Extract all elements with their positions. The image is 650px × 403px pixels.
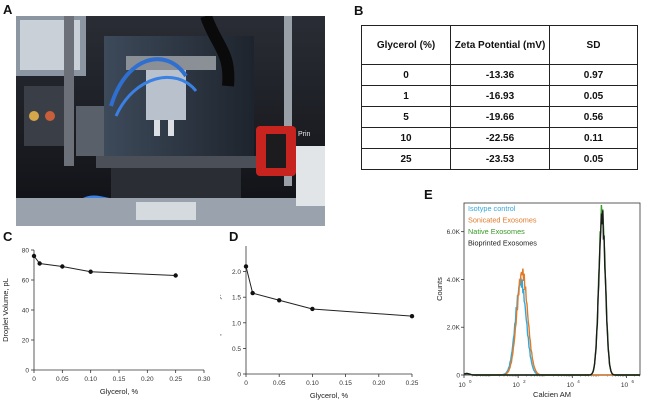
table-header-cell: Zeta Potential (mV): [450, 25, 550, 65]
table-cell: 0.05: [549, 148, 638, 170]
x-tick-label: 10: [513, 382, 521, 389]
x-axis-label: Glycerol, %: [100, 387, 139, 396]
x-tick-label: 10: [567, 382, 575, 389]
table-cell: 0.56: [549, 106, 638, 128]
photo-label-text: Prin: [298, 131, 311, 138]
chart-droplet-velocity: 0 0.5 1.0 1.5 2.0 0 0.05 0.10 0.15 0.20 0.25 Glycer…: [220, 246, 419, 400]
y-axis-label: Counts: [435, 277, 444, 301]
data-point: [409, 313, 415, 319]
data-point: [277, 298, 282, 303]
legend-entry: Bioprinted Exosomes: [468, 239, 537, 248]
zeta-potential-table: Glycerol (%) Zeta Potential (mV) SD 0 -1…: [361, 25, 638, 170]
y-tick-label: 0: [237, 372, 241, 379]
data-point: [60, 264, 65, 269]
legend-entry: Isotype control: [468, 204, 516, 213]
x-axis-label: Calcien AM: [533, 390, 571, 399]
table-cell: 1: [361, 85, 451, 107]
y-tick-label: 6.0K: [447, 229, 461, 236]
table-row: 5 -19.66 0.56: [361, 106, 638, 128]
data-point: [37, 261, 42, 266]
table-cell: -22.56: [450, 127, 550, 149]
y-tick-label: 2.0: [232, 269, 241, 276]
data-point: [310, 306, 315, 312]
y-tick-label: 4.0K: [447, 277, 461, 284]
panel-label-a: A: [3, 2, 13, 17]
table-row: 10 -22.56 0.11: [361, 127, 638, 149]
x-tick-label: 10: [621, 382, 629, 389]
y-tick-label: 0: [456, 373, 460, 380]
panel-label-e: E: [424, 187, 433, 202]
table-row: 1 -16.93 0.05: [361, 85, 638, 107]
y-tick-label: 60: [22, 278, 30, 285]
x-tick-label: 0.25: [169, 376, 182, 383]
x-tick-label: 0.05: [56, 376, 69, 383]
data-point: [31, 253, 37, 259]
legend-entry: Sonicated Exosomes: [468, 216, 537, 225]
series-line: [33, 255, 176, 276]
table-cell: 0.97: [549, 64, 638, 86]
y-tick-label: 1.0: [232, 320, 241, 327]
table-header-cell: SD: [549, 25, 638, 65]
bioprinter-photo-drawing: Prin: [16, 16, 325, 226]
y-axis-label: Droplet Velocity, M/sec: [220, 272, 222, 348]
y-tick-label: 40: [22, 308, 30, 315]
table-cell: -13.36: [450, 64, 550, 86]
x-tick-label: 0.20: [141, 376, 154, 383]
legend-entry: Native Exosomes: [468, 227, 525, 236]
panel-label-c: C: [3, 229, 13, 244]
table-header-row: Glycerol (%) Zeta Potential (mV) SD: [361, 25, 638, 65]
data-point: [88, 269, 93, 274]
x-tick-exponent: 4: [577, 379, 580, 384]
table-cell: 5: [361, 106, 451, 128]
data-point: [173, 273, 178, 278]
table-row: 25 -23.53 0.05: [361, 148, 638, 170]
table-cell: -23.53: [450, 148, 550, 170]
x-tick-label: 0.10: [306, 380, 319, 387]
x-tick-label: 0.10: [84, 376, 97, 383]
table-cell: 0: [361, 64, 451, 86]
y-tick-label: 2.0K: [447, 325, 461, 332]
table-cell: 10: [361, 127, 451, 149]
table-header-cell: Glycerol (%): [361, 25, 451, 65]
chart-droplet-volume: 0 20 40 60 80 0 0.05 0.10 0.15 0.20 0.25 0.30 Glycer…: [1, 248, 211, 397]
bioprinter-photo: Prin: [16, 16, 325, 226]
blue-tubing: [109, 57, 188, 107]
x-tick-label: 0.30: [198, 376, 211, 383]
x-tick-exponent: 0: [469, 379, 472, 384]
table-cell: 0.05: [549, 85, 638, 107]
table-cell: -16.93: [450, 85, 550, 107]
x-tick-label: 0.25: [406, 380, 419, 387]
x-tick-label: 0.20: [372, 380, 385, 387]
table-cell: 25: [361, 148, 451, 170]
histogram-series: [463, 277, 640, 376]
histogram-series: [463, 268, 640, 376]
panel-label-b: B: [354, 3, 364, 18]
y-tick-label: 0: [25, 368, 29, 375]
print-stage: [96, 156, 256, 168]
histogram-series: [463, 210, 640, 376]
y-tick-label: 0.5: [232, 346, 241, 353]
y-tick-label: 80: [22, 248, 30, 255]
series-line: [245, 266, 413, 317]
y-tick-label: 1.5: [232, 295, 241, 302]
x-tick-label: 10: [458, 382, 466, 389]
y-axis-label: Droplet Volume, pL: [1, 278, 10, 342]
x-tick-label: 0: [32, 376, 36, 383]
x-tick-label: 0.15: [113, 376, 126, 383]
data-point: [250, 290, 255, 296]
table-row: 0 -13.36 0.97: [361, 64, 638, 86]
x-tick-label: 0.05: [273, 380, 286, 387]
x-axis-label: Glycerol, %: [310, 391, 349, 400]
x-tick-exponent: 2: [523, 379, 526, 384]
data-point: [243, 264, 249, 269]
exhaust-hose: [200, 16, 235, 87]
table-cell: 0.11: [549, 127, 638, 149]
y-tick-label: 20: [22, 338, 30, 345]
x-tick-label: 0.15: [339, 380, 352, 387]
x-tick-exponent: 6: [631, 379, 634, 384]
table-cell: -19.66: [450, 106, 550, 128]
panel-label-d: D: [229, 229, 239, 244]
x-tick-label: 0: [244, 380, 248, 387]
